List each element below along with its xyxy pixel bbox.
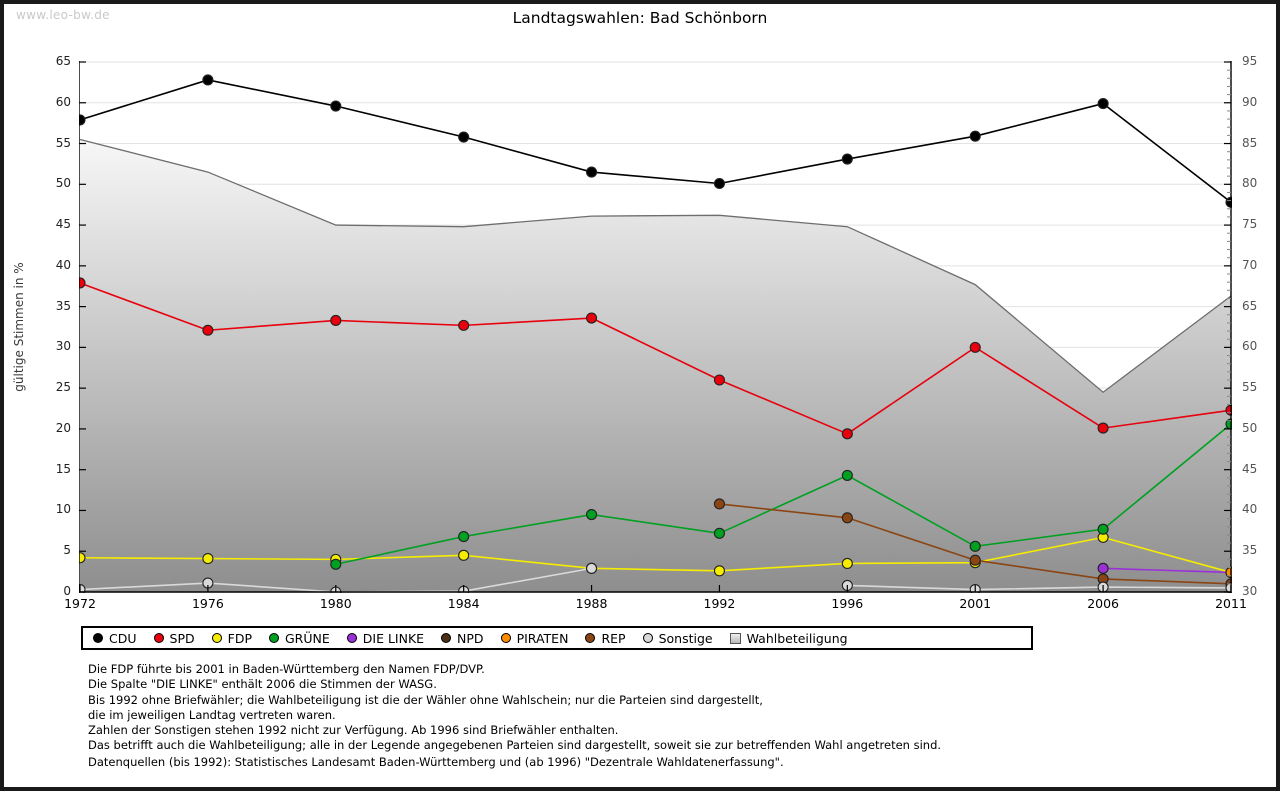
legend-label: DIE LINKE <box>362 630 425 646</box>
y-axis-right-tick: 80 <box>1242 176 1258 191</box>
x-axis-tick: 1988 <box>575 596 608 611</box>
x-axis-tick: 1996 <box>831 596 864 611</box>
legend-item[interactable]: Wahlbeteiligung <box>729 630 848 646</box>
legend-item[interactable]: CDU <box>93 631 137 646</box>
y-axis-right-tick: 75 <box>1242 217 1258 232</box>
footnotes: Die FDP führte bis 2001 in Baden-Württem… <box>88 662 941 754</box>
legend-item[interactable]: NPD <box>441 631 484 646</box>
axis-ticks <box>79 61 1232 593</box>
x-axis-tick: 1972 <box>64 596 96 611</box>
legend-item[interactable]: FDP <box>211 630 252 646</box>
y-axis-right-tick: 45 <box>1242 461 1258 476</box>
legend-dot-icon <box>500 633 511 643</box>
turnout-area <box>79 138 1232 592</box>
y-axis-right-tick: 70 <box>1242 257 1258 272</box>
legend-dot-icon <box>642 633 653 643</box>
y-axis-left-tick: 20 <box>55 420 71 435</box>
y-axis-left-tick: 30 <box>55 339 71 354</box>
legend-dot-icon <box>153 633 164 643</box>
y-axis-left-tick: 55 <box>55 135 71 150</box>
legend-label: NPD <box>457 630 484 646</box>
y-axis-left-title: gültige Stimmen in % <box>12 262 26 392</box>
y-axis-right-tick: 95 <box>1242 54 1258 68</box>
legend-label: FDP <box>227 630 252 646</box>
x-axis-tick: 2011 <box>1215 596 1247 611</box>
footnote-line: Zahlen der Sonstigen stehen 1992 nicht z… <box>88 723 619 738</box>
site-watermark: www.leo-bw.de <box>16 8 110 22</box>
legend-label: REP <box>601 630 626 646</box>
footnote-line: Die FDP führte bis 2001 in Baden-Württem… <box>88 662 485 676</box>
chart-legend: CDU SPD FDP GRÜNE DIE LINKE NPD PIRATEN REP Sons… <box>81 626 1033 650</box>
y-axis-left-tick: 65 <box>55 54 71 68</box>
x-axis-tick: 1992 <box>703 596 736 611</box>
legend-item[interactable]: REP <box>585 630 626 646</box>
y-axis-left-tick: 35 <box>55 298 71 313</box>
footnote-line: Bis 1992 ohne Briefwähler; die Wahlbetei… <box>88 692 763 707</box>
legend-dot-icon <box>441 633 452 643</box>
legend-item[interactable]: Sonstige <box>642 630 713 646</box>
legend-label: GRÜNE <box>284 630 330 646</box>
data-sources-note: Datenquellen (bis 1992): Statistisches L… <box>88 755 784 769</box>
plot-area: gültige Stimmen in % Wahlbeteiligung in … <box>12 54 1257 611</box>
x-axis-tick: 2006 <box>1087 596 1120 611</box>
y-axis-right-tick: 50 <box>1242 420 1258 435</box>
y-axis-right-tick: 55 <box>1242 380 1258 395</box>
x-axis-tick: 1984 <box>447 596 480 611</box>
x-axis-tick: 2001 <box>959 596 992 611</box>
y-axis-right-tick: 85 <box>1242 135 1258 150</box>
y-axis-right-tick: 90 <box>1242 94 1258 109</box>
y-axis-left-tick: 50 <box>55 176 71 191</box>
y-axis-left-tick: 40 <box>55 257 71 272</box>
legend-dot-icon <box>585 633 596 643</box>
footnote-line: Das betrifft auch die Wahlbeteiligung; a… <box>88 738 942 753</box>
y-axis-left-tick: 0 <box>63 584 71 598</box>
legend-label: PIRATEN <box>516 630 569 646</box>
y-axis-right-tick: 40 <box>1242 502 1258 517</box>
y-axis-left-tick: 10 <box>55 502 71 517</box>
legend-item[interactable]: SPD <box>153 630 195 646</box>
legend-dot-icon <box>93 633 103 643</box>
legend-label: CDU <box>109 630 137 646</box>
chart-svg <box>79 61 1232 593</box>
y-axis-right-tick: 35 <box>1242 543 1258 558</box>
x-axis-tick: 1980 <box>319 596 352 611</box>
y-axis-right-tick: 30 <box>1242 584 1258 598</box>
legend-item[interactable]: GRÜNE <box>268 630 330 646</box>
axis-lines <box>79 61 1232 593</box>
legend-label: SPD <box>169 630 195 646</box>
legend-square-icon <box>729 632 741 644</box>
legend-dot-icon <box>346 633 357 643</box>
legend-label: Wahlbeteiligung <box>746 630 848 646</box>
y-axis-left-tick: 15 <box>55 461 71 476</box>
y-axis-right-tick: 65 <box>1242 298 1258 313</box>
footnote-line: Die Spalte "DIE LINKE" enthält 2006 die … <box>88 677 437 692</box>
legend-item[interactable]: DIE LINKE <box>346 630 425 646</box>
y-axis-left-tick: 60 <box>55 94 71 109</box>
legend-dot-icon <box>268 633 279 643</box>
x-axis-tick: 1976 <box>191 596 224 611</box>
footnote-line: die im jeweiligen Landtag vertreten ware… <box>88 707 336 722</box>
legend-label: Sonstige <box>658 630 713 646</box>
chart-title: Landtagswahlen: Bad Schönborn <box>512 9 768 27</box>
y-axis-left-tick: 25 <box>55 380 71 395</box>
y-axis-left-tick: 45 <box>55 217 71 232</box>
legend-item[interactable]: PIRATEN <box>500 630 569 646</box>
y-axis-right-tick: 60 <box>1242 339 1258 354</box>
legend-dot-icon <box>211 633 222 643</box>
y-axis-left-tick: 5 <box>63 543 71 558</box>
